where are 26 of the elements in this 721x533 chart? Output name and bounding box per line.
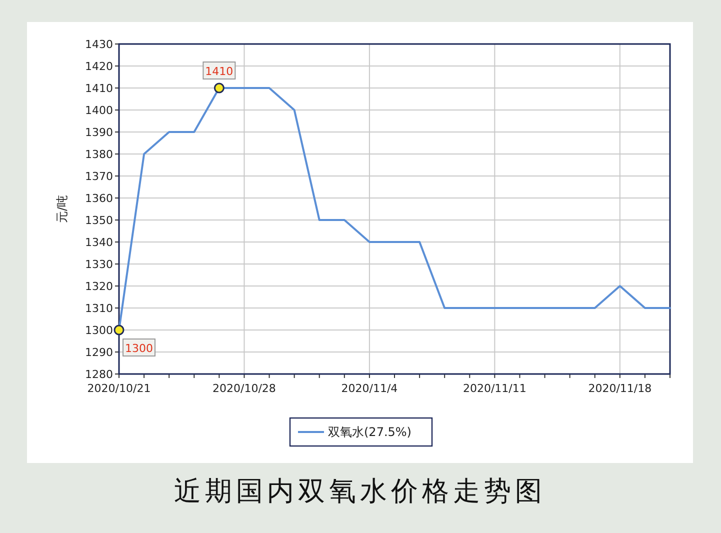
x-tick-label: 2020/10/28 — [212, 382, 276, 395]
y-tick-label: 1320 — [85, 280, 113, 293]
y-tick-label: 1400 — [85, 104, 113, 117]
y-tick-label: 1430 — [85, 38, 113, 51]
x-tick-label: 2020/11/18 — [588, 382, 652, 395]
y-axis-title: 元/吨 — [55, 194, 69, 224]
y-tick-label: 1350 — [85, 214, 113, 227]
data-label: 1300 — [125, 342, 153, 355]
y-tick-label: 1310 — [85, 302, 113, 315]
y-tick-label: 1280 — [85, 368, 113, 381]
data-label: 1410 — [205, 65, 234, 78]
text: 近期国内双氧水价格走势图 — [174, 476, 546, 507]
y-tick-label: 1300 — [85, 324, 113, 337]
y-tick-label: 1420 — [85, 60, 113, 73]
y-tick-label: 1410 — [85, 82, 113, 95]
x-tick-label: 2020/11/4 — [341, 382, 398, 395]
y-tick-label: 1290 — [85, 346, 113, 359]
y-tick-label: 1370 — [85, 170, 113, 183]
y-tick-label: 1360 — [85, 192, 113, 205]
y-tick-label: 1390 — [85, 126, 113, 139]
legend-label: 双氧水(27.5%) — [328, 425, 412, 439]
x-tick-label: 2020/10/21 — [87, 382, 151, 395]
y-tick-label: 1380 — [85, 148, 113, 161]
y-tick-label: 1330 — [85, 258, 113, 271]
x-tick-label: 2020/11/11 — [462, 382, 526, 395]
y-tick-label: 1340 — [85, 236, 113, 249]
